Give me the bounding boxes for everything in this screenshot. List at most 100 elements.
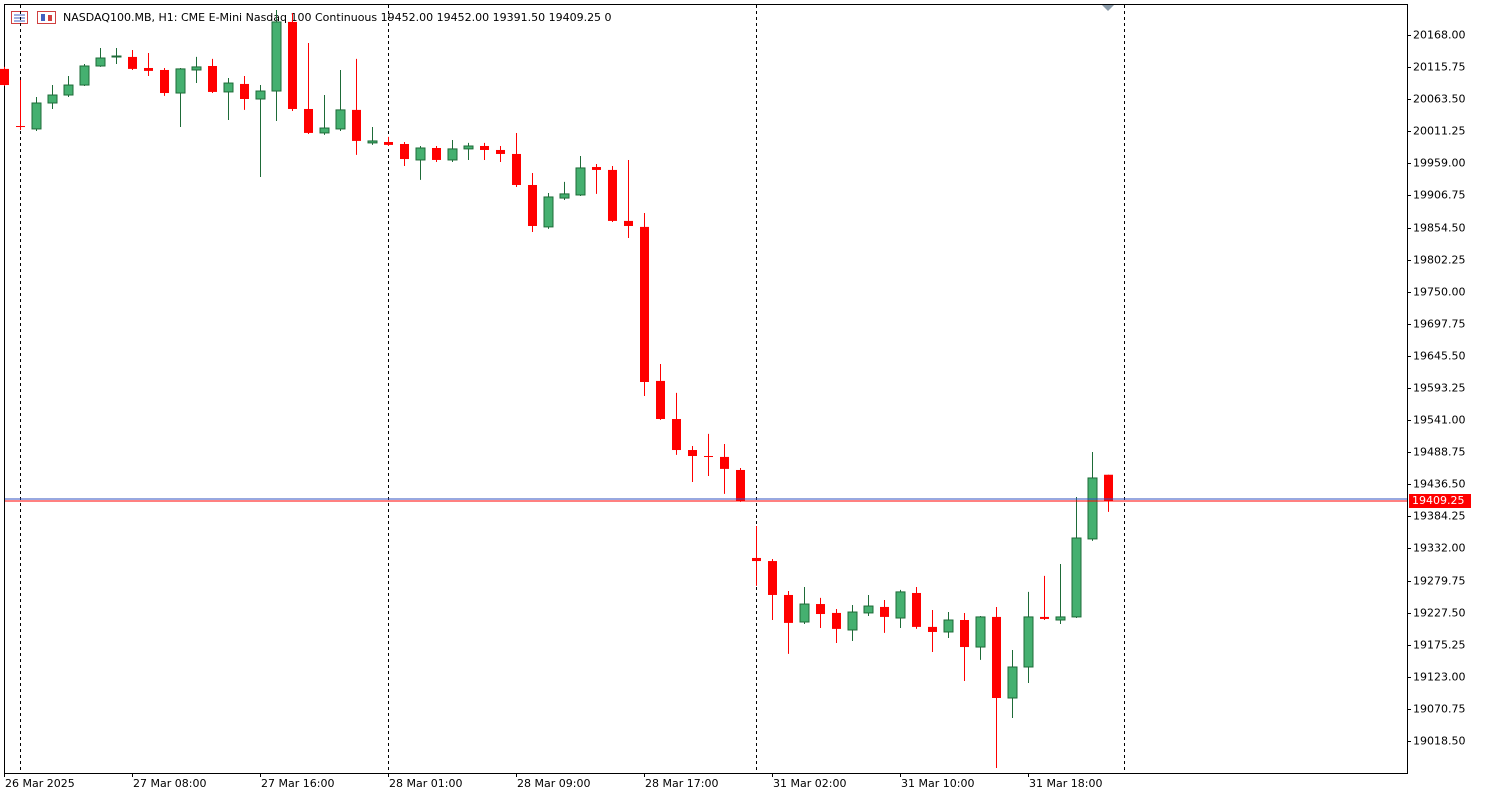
x-tick-label: 26 Mar 2025	[5, 777, 75, 790]
candle-body	[575, 167, 586, 196]
candle-body	[319, 127, 330, 134]
candle-body	[992, 616, 1001, 699]
candle-body	[960, 620, 969, 648]
candle-body	[63, 84, 74, 96]
candle-body	[1007, 666, 1018, 699]
candle-body	[255, 90, 266, 100]
y-tick-label: 19697.75	[1413, 318, 1466, 331]
shift-marker	[1102, 5, 1114, 11]
candle-body	[912, 592, 921, 627]
candle-body	[191, 66, 202, 71]
y-tick-label: 20011.25	[1413, 125, 1466, 138]
candle-body	[1071, 537, 1082, 618]
y-tick-label: 19123.00	[1413, 671, 1466, 684]
candle-body	[832, 612, 841, 629]
candle-body	[1104, 474, 1113, 501]
candle-body	[863, 605, 874, 614]
y-tick-label: 19436.50	[1413, 478, 1466, 491]
y-tick-label: 19227.50	[1413, 607, 1466, 620]
candle-body	[559, 193, 570, 199]
y-tick-label: 19593.25	[1413, 382, 1466, 395]
candles	[0, 9, 1113, 769]
candle-body	[688, 450, 697, 457]
x-tick-label: 27 Mar 08:00	[133, 777, 206, 790]
icon	[37, 11, 56, 24]
y-tick-label: 20063.50	[1413, 93, 1466, 106]
candle-body	[335, 109, 346, 130]
candle-body	[512, 153, 521, 185]
candle-body	[975, 616, 986, 648]
y-tick-label: 19070.75	[1413, 703, 1466, 716]
y-tick-label: 19488.75	[1413, 446, 1466, 459]
y-tick-label: 19332.00	[1413, 542, 1466, 555]
y-tick-label: 20115.75	[1413, 61, 1466, 74]
candle-body	[799, 603, 810, 623]
candle-body	[704, 456, 713, 458]
x-tick-label: 28 Mar 09:00	[517, 777, 590, 790]
candle-body	[111, 55, 122, 58]
candle-body	[608, 169, 617, 221]
candle-body	[223, 82, 234, 93]
candle-body	[672, 419, 681, 451]
icon-bar	[41, 14, 45, 21]
candle-body	[1023, 616, 1034, 668]
x-tick-label: 28 Mar 17:00	[645, 777, 718, 790]
candle-body	[288, 21, 297, 109]
candle-body	[784, 594, 793, 623]
y-tick-label: 19018.50	[1413, 735, 1466, 748]
candle-body	[816, 604, 825, 615]
candle-body	[496, 149, 505, 154]
candle-body	[271, 21, 282, 92]
candle-body	[304, 108, 313, 133]
icon-bar	[48, 15, 52, 21]
x-tick-label: 27 Mar 16:00	[261, 777, 334, 790]
candle-body	[736, 469, 745, 501]
candle-body	[79, 65, 90, 86]
last-price-label: 19409.25	[1412, 494, 1465, 507]
y-tick-label: 19802.25	[1413, 254, 1466, 267]
x-tick-label: 31 Mar 18:00	[1029, 777, 1102, 790]
candle-body	[175, 68, 186, 94]
header-icons	[11, 11, 56, 24]
y-tick-label: 19175.25	[1413, 639, 1466, 652]
candle-body	[752, 557, 761, 562]
candle-body	[1087, 477, 1098, 540]
candle-body	[640, 226, 649, 382]
y-tick-label: 19384.25	[1413, 510, 1466, 523]
candle-body	[624, 220, 633, 226]
y-tick-label: 19541.00	[1413, 414, 1466, 427]
candle-body	[656, 380, 665, 420]
x-tick-label: 28 Mar 01:00	[389, 777, 462, 790]
candle-body	[208, 65, 217, 92]
candle-body	[352, 109, 361, 141]
y-tick-label: 19645.50	[1413, 350, 1466, 363]
candle-body	[0, 68, 9, 86]
candle-body	[880, 606, 889, 617]
candle-body	[400, 143, 409, 160]
candle-body	[895, 591, 906, 619]
candle-body	[528, 184, 537, 226]
candle-body	[463, 145, 474, 150]
y-tick-label: 19906.75	[1413, 189, 1466, 202]
candle-body	[47, 94, 58, 104]
candle-body	[543, 196, 554, 228]
candle-body	[384, 141, 393, 145]
candle-body	[432, 147, 441, 160]
candle-body	[592, 167, 601, 170]
candle-body	[847, 611, 858, 631]
last-price-box	[1409, 494, 1471, 508]
candle-body	[768, 561, 777, 595]
candle-body	[144, 67, 153, 71]
candle-body	[240, 83, 249, 100]
candle-body	[447, 148, 458, 161]
y-tick-label: 19959.00	[1413, 157, 1466, 170]
candle-body	[16, 126, 25, 128]
candle-body	[943, 619, 954, 633]
candle-body	[95, 57, 106, 67]
candle-body	[480, 145, 489, 150]
y-tick-label: 20168.00	[1413, 29, 1466, 42]
candle-body	[1055, 616, 1066, 621]
